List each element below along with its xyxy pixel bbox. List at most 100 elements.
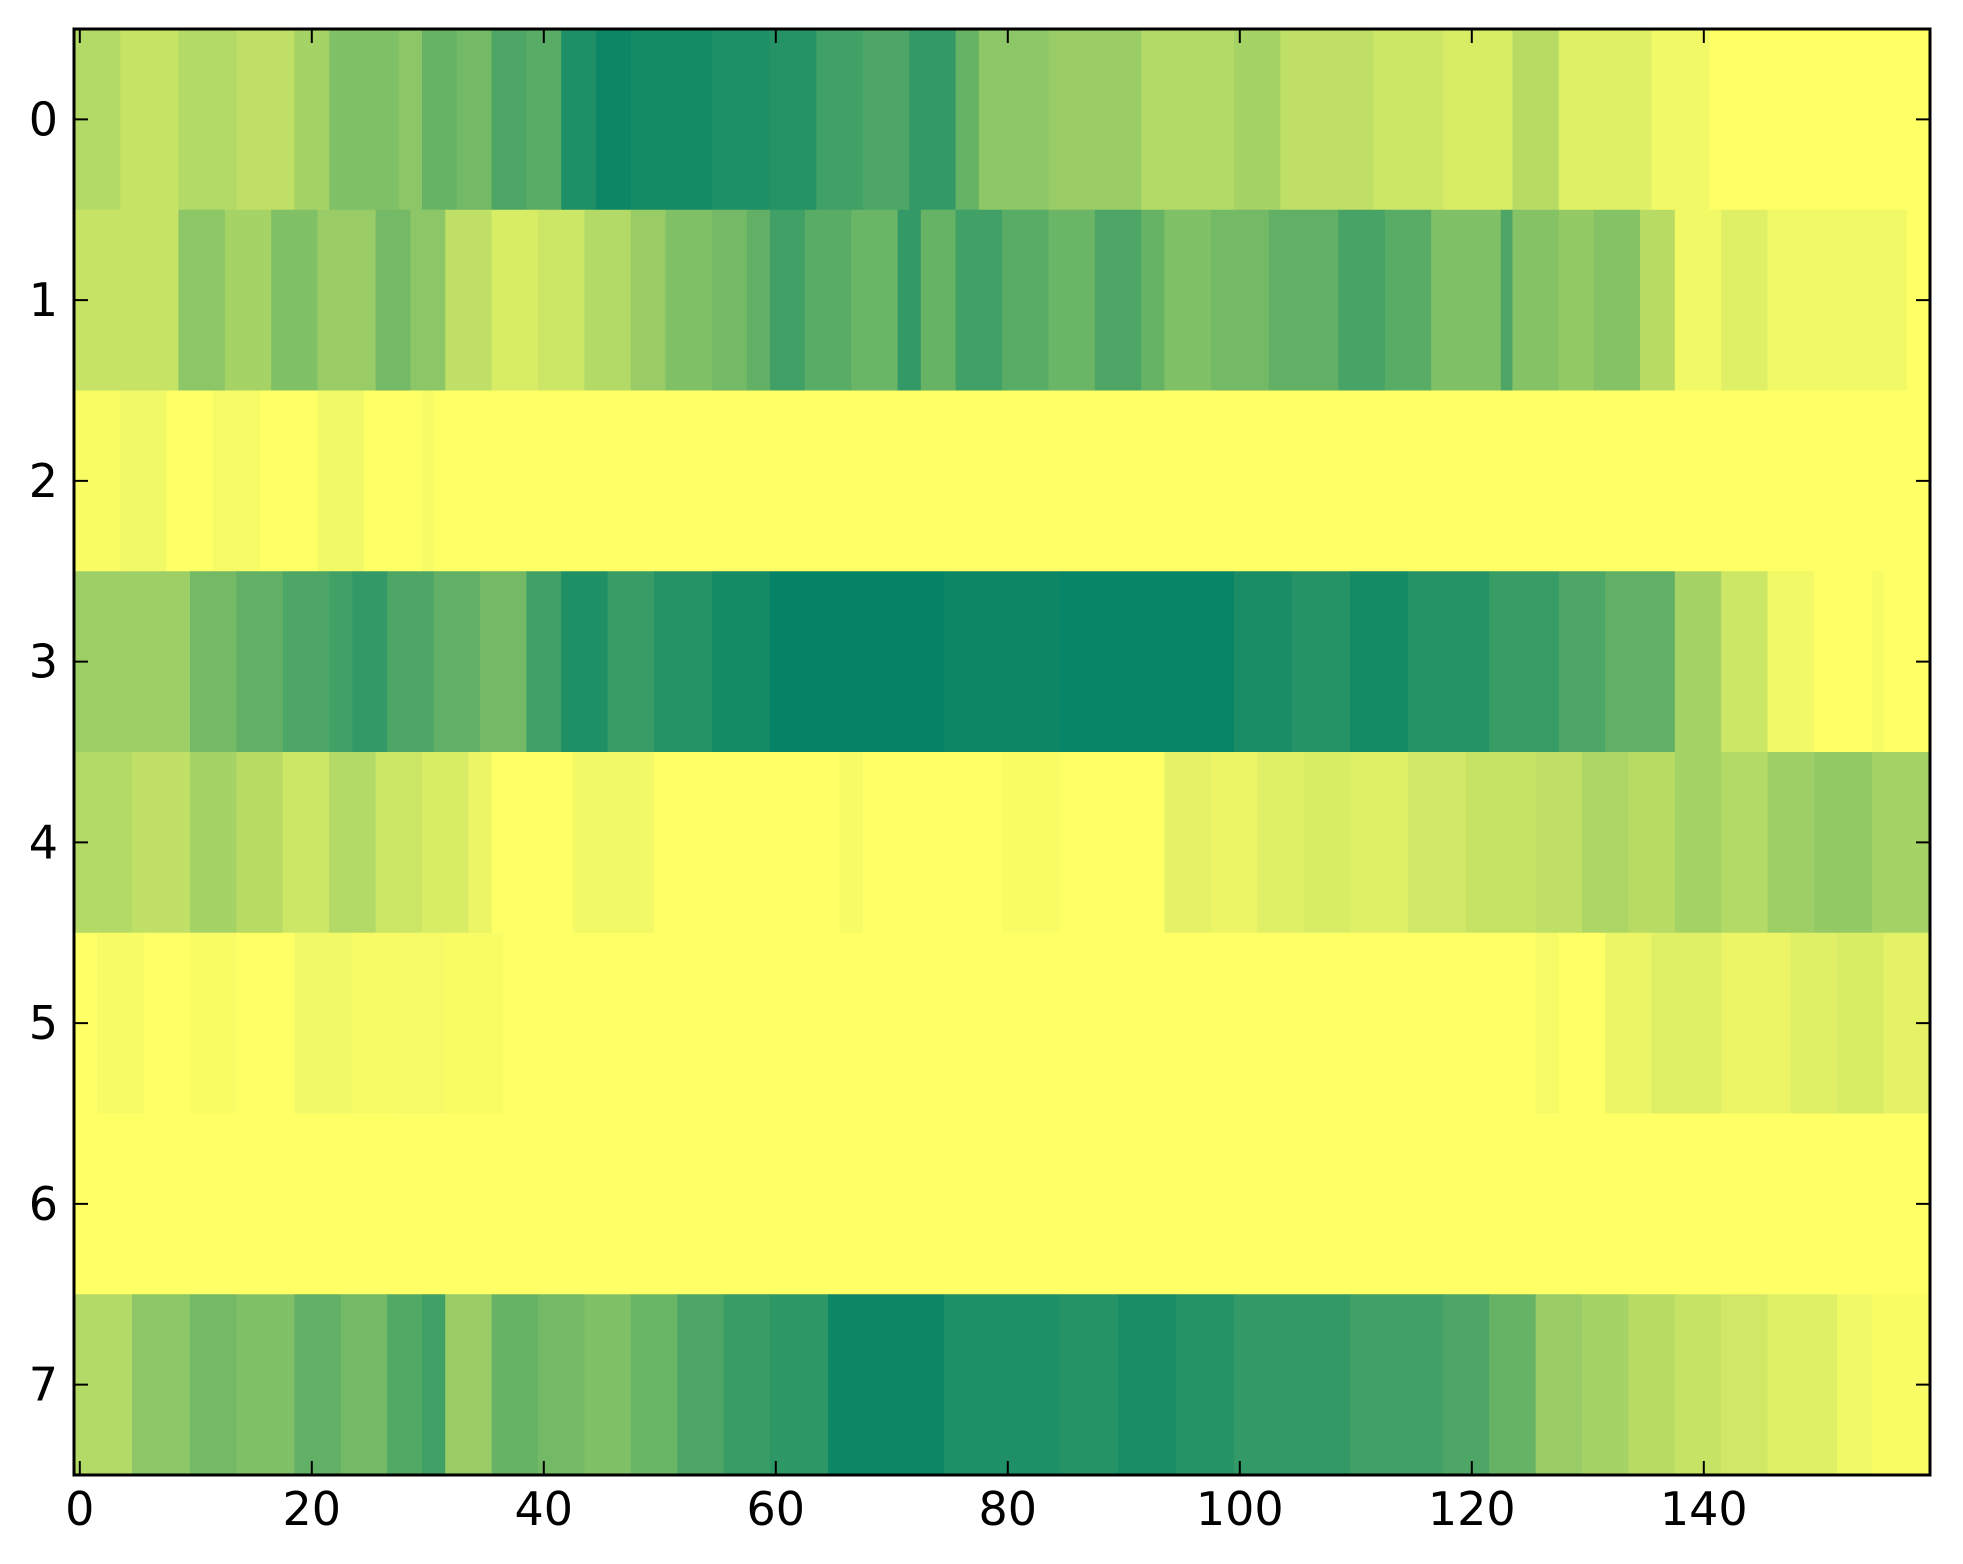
heatmap-cell [1814, 571, 1873, 753]
heatmap-cell [190, 752, 237, 934]
y-tick-label: 3 [29, 635, 58, 689]
heatmap-cell [897, 209, 922, 391]
heatmap-cell [213, 390, 261, 572]
heatmap-cell [770, 571, 945, 753]
heatmap-cell [1767, 752, 1815, 934]
heatmap-cell [538, 209, 585, 391]
heatmap-cell [1558, 571, 1606, 753]
heatmap-cell [410, 209, 446, 391]
heatmap-cell [1767, 209, 1908, 391]
heatmap-cell [1489, 1294, 1537, 1476]
heatmap-cell [317, 390, 365, 572]
heatmap-cell [352, 932, 400, 1114]
heatmap-cell [723, 1294, 771, 1476]
heatmap-cell [329, 752, 377, 934]
heatmap-cell [596, 29, 632, 211]
heatmap-cell [665, 209, 713, 391]
heatmap-cell [828, 1294, 945, 1476]
heatmap-cell [480, 571, 527, 753]
heatmap-cell [282, 752, 330, 934]
heatmap-cell [178, 29, 237, 211]
heatmap-cell [1837, 1294, 1873, 1476]
heatmap-cell [538, 1294, 585, 1476]
heatmap-cell [1721, 1294, 1769, 1476]
heatmap-cell [955, 29, 980, 211]
heatmap-cell [1060, 752, 1165, 934]
heatmap-cell [1767, 571, 1815, 753]
heatmap-cell [607, 571, 655, 753]
heatmap-cell [1002, 209, 1049, 391]
heatmap-cell [1593, 209, 1641, 391]
heatmap-cell [1176, 1294, 1235, 1476]
heatmap-cell [920, 209, 957, 391]
heatmap-cell [561, 29, 597, 211]
heatmap-cell [1640, 209, 1676, 391]
heatmap-cell [317, 209, 377, 391]
heatmap-cell [190, 571, 237, 753]
heatmap-cell [178, 209, 226, 391]
heatmap-cell [190, 932, 237, 1114]
heatmap-cell [1651, 932, 1722, 1114]
y-tick-label: 2 [29, 454, 58, 508]
heatmap-cell [1118, 1294, 1177, 1476]
heatmap-cell [1234, 571, 1293, 753]
heatmap-cell [1674, 209, 1722, 391]
heatmap-cell [132, 1294, 191, 1476]
heatmap-cell [1512, 29, 1560, 211]
heatmap-cell [1721, 752, 1769, 934]
heatmap-cell [1535, 752, 1583, 934]
heatmap-cell [271, 209, 319, 391]
heatmap-cell [1048, 29, 1142, 211]
heatmap-cell [236, 752, 284, 934]
heatmap-cell [236, 1294, 295, 1476]
heatmap-cell [132, 752, 191, 934]
heatmap-cell [712, 571, 771, 753]
heatmap-cell [1234, 1294, 1351, 1476]
x-tick-label: 40 [515, 1482, 574, 1536]
heatmap-cell [1350, 1294, 1444, 1476]
heatmap-cell [1292, 571, 1351, 753]
heatmap-cell [1721, 209, 1769, 391]
heatmap-cell [294, 1294, 342, 1476]
heatmap-cell [1721, 571, 1769, 753]
heatmap-cell [375, 752, 423, 934]
heatmap-cell [1535, 932, 1560, 1114]
heatmap-cell [978, 29, 1049, 211]
y-tick-label: 5 [29, 996, 58, 1050]
heatmap-cell [1234, 29, 1281, 211]
heatmap-cell [1628, 1294, 1676, 1476]
heatmap-cell [526, 571, 562, 753]
heatmap-cell [1350, 571, 1409, 753]
heatmap-cell [387, 571, 435, 753]
heatmap-cell [1373, 29, 1444, 211]
heatmap-cell [1721, 932, 1792, 1114]
heatmap-cell [1210, 752, 1258, 934]
plot-frame [72, 27, 1932, 1477]
heatmap-cell [491, 1294, 539, 1476]
heatmap-cell [236, 29, 295, 211]
heatmap-cell [1141, 29, 1235, 211]
heatmap-cell [1489, 571, 1560, 753]
heatmap-cell [491, 752, 574, 934]
heatmap-cell [839, 752, 864, 934]
heatmap-cell [1002, 752, 1061, 934]
axis-ticks [74, 29, 1930, 1475]
heatmap-cell [584, 209, 632, 391]
heatmap-cell [804, 209, 852, 391]
heatmap-cell [944, 571, 1061, 753]
heatmap-cell [944, 1294, 1061, 1476]
heatmap-cell [770, 1294, 829, 1476]
y-tick-label: 0 [29, 92, 58, 146]
heatmap-cell [120, 29, 179, 211]
heatmap-cell [282, 571, 330, 753]
heatmap-cell [862, 752, 1003, 934]
heatmap-cell [1431, 209, 1502, 391]
heatmap-cell [770, 29, 817, 211]
heatmap-cell [1268, 209, 1339, 391]
heatmap-cell [236, 932, 295, 1114]
heatmap-cell [862, 29, 910, 211]
heatmap-cell [1605, 571, 1676, 753]
heatmap-cell [364, 390, 423, 572]
heatmap-cell [1164, 752, 1212, 934]
